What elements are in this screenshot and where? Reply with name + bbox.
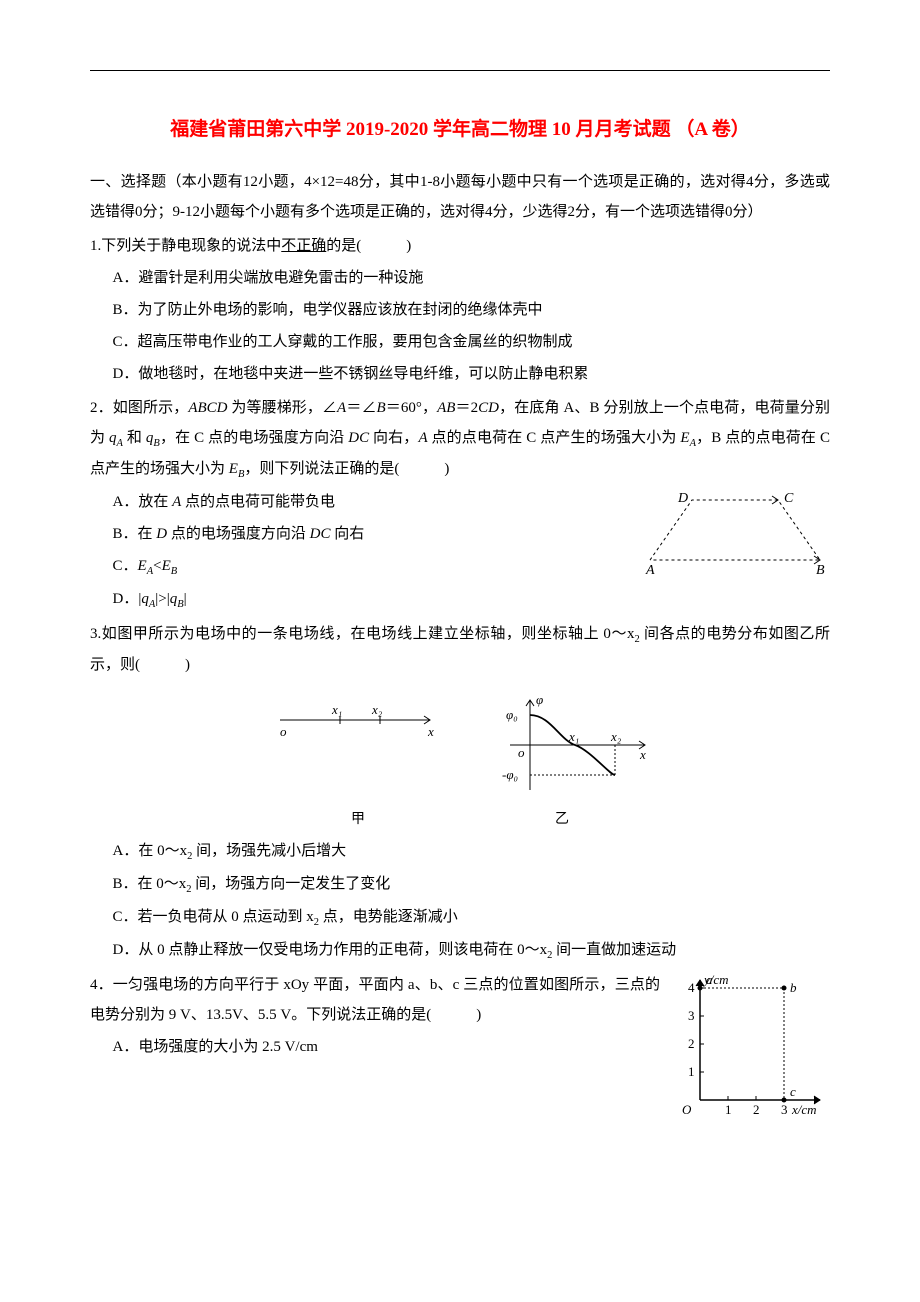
q3-label-left: 甲: [351, 806, 365, 834]
svg-text:A: A: [645, 563, 655, 575]
q3-B: B．在 0～x2 间，场强方向一定发生了变化: [113, 869, 831, 900]
q2-D: D．|qA|>|qB|: [113, 584, 831, 615]
svg-text:x₁: x₁: [568, 729, 579, 744]
svg-text:2: 2: [688, 1036, 695, 1051]
svg-text:c: c: [790, 1084, 796, 1099]
q1-underline: 不正确: [281, 238, 326, 254]
field-line-diagram: o x₁ x₂ x: [270, 690, 440, 740]
q1-B: B．为了防止外电场的影响，电学仪器应该放在封闭的绝缘体壳中: [113, 295, 831, 325]
q2-figure: D C A B: [640, 485, 830, 575]
q1-stem: 1.下列关于静电现象的说法中不正确的是( ): [90, 231, 830, 261]
svg-text:x₂: x₂: [371, 702, 383, 717]
q3-D: D．从 0 点静止释放一仅受电场力作用的正电荷，则该电荷在 0～x2 间一直做加…: [113, 935, 831, 966]
svg-text:a: a: [706, 972, 713, 987]
svg-text:O: O: [682, 1102, 692, 1117]
q3-C: C．若一负电荷从 0 点运动到 x2 点，电势能逐渐减小: [113, 902, 831, 933]
q3-figures: ox₁x₂x φφ₀-φ₀ox₁x₂x: [90, 690, 830, 800]
svg-text:-φ₀: -φ₀: [502, 767, 518, 782]
top-rule: [90, 70, 830, 71]
question-4: 1231234Oy/cmx/cmabc 4．一匀强电场的方向平行于 xOy 平面…: [90, 970, 830, 1120]
svg-text:3: 3: [781, 1102, 788, 1117]
q1-stem-pre: 1.下列关于静电现象的说法中: [90, 238, 281, 254]
svg-text:x₁: x₁: [331, 702, 342, 717]
q2-stem: 2．如图所示，ABCD 为等腰梯形，∠A＝∠B＝60°，AB＝2CD，在底角 A…: [90, 393, 830, 485]
svg-text:o: o: [518, 745, 525, 760]
svg-text:o: o: [280, 724, 287, 739]
exam-title: 福建省莆田第六中学 2019-2020 学年高二物理 10 月月考试题 （A 卷…: [90, 111, 830, 149]
q3-figure-labels: 甲 乙: [90, 806, 830, 834]
svg-text:4: 4: [688, 980, 695, 995]
svg-text:x/cm: x/cm: [791, 1102, 817, 1117]
svg-text:C: C: [784, 491, 794, 506]
q1-D: D．做地毯时，在地毯中夹进一些不锈钢丝导电纤维，可以防止静电积累: [113, 359, 831, 389]
question-3: 3.如图甲所示为电场中的一条电场线，在电场线上建立坐标轴，则坐标轴上 0～x2 …: [90, 619, 830, 966]
trapezoid-diagram: D C A B: [640, 485, 830, 575]
svg-text:x: x: [427, 724, 434, 739]
q3-stem: 3.如图甲所示为电场中的一条电场线，在电场线上建立坐标轴，则坐标轴上 0～x2 …: [90, 619, 830, 680]
q1-A: A．避雷针是利用尖端放电避免雷击的一种设施: [113, 263, 831, 293]
q4-figure: 1231234Oy/cmx/cmabc: [670, 970, 830, 1120]
svg-text:1: 1: [725, 1102, 732, 1117]
question-2: 2．如图所示，ABCD 为等腰梯形，∠A＝∠B＝60°，AB＝2CD，在底角 A…: [90, 393, 830, 615]
svg-text:x₂: x₂: [610, 729, 622, 744]
section-intro: 一、选择题（本小题有12小题，4×12=48分，其中1-8小题每小题中只有一个选…: [90, 167, 830, 227]
question-1: 1.下列关于静电现象的说法中不正确的是( ) A．避雷针是利用尖端放电避免雷击的…: [90, 231, 830, 389]
q1-stem-post: 的是( ): [326, 238, 411, 254]
q1-options: A．避雷针是利用尖端放电避免雷击的一种设施 B．为了防止外电场的影响，电学仪器应…: [90, 263, 830, 389]
xy-plane-diagram: 1231234Oy/cmx/cmabc: [670, 970, 830, 1120]
svg-text:2: 2: [753, 1102, 760, 1117]
svg-text:φ₀: φ₀: [506, 707, 518, 722]
svg-text:1: 1: [688, 1064, 695, 1079]
q3-A: A．在 0～x2 间，场强先减小后增大: [113, 836, 831, 867]
svg-text:φ: φ: [536, 692, 543, 707]
svg-text:b: b: [790, 980, 797, 995]
svg-text:D: D: [677, 491, 688, 506]
q1-C: C．超高压带电作业的工人穿戴的工作服，要用包含金属丝的织物制成: [113, 327, 831, 357]
svg-text:3: 3: [688, 1008, 695, 1023]
svg-text:B: B: [816, 563, 825, 575]
q3-label-right: 乙: [555, 806, 569, 834]
q3-options: A．在 0～x2 间，场强先减小后增大 B．在 0～x2 间，场强方向一定发生了…: [90, 836, 830, 966]
potential-graph: φ φ₀ -φ₀o x₁ x₂ x: [500, 690, 650, 800]
svg-text:x: x: [639, 747, 646, 762]
